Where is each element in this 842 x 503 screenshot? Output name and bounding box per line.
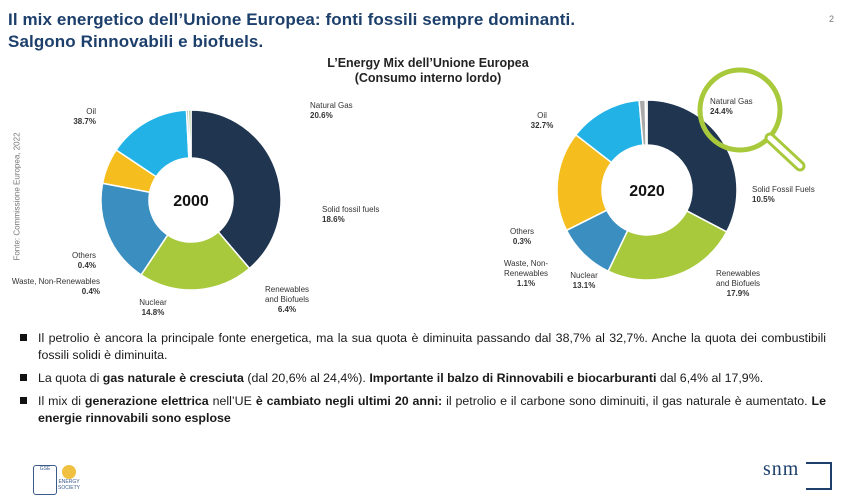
bullet-2-text-c: dal 6,4% al 17,9%. [656,371,764,385]
slide-title-line2: Salgono Rinnovabili e biofuels. [8,32,264,51]
bullet-2-text-b: (dal 20,6% al 24,4%). [243,371,370,385]
value-label: 6.4% [278,305,296,314]
bullet-item-3: Il mix di generazione elettrica nell’UE … [18,393,826,427]
value-label: 13.1% [573,281,596,290]
energy-society-logo-mark [62,465,76,479]
page-number: 2 [828,14,834,24]
category-label: Renewables and Biofuels [265,285,309,304]
magnifier-icon [697,67,806,172]
value-label: 1.1% [517,279,535,288]
bullet-2-bold-b: Importante il balzo di Rinnovabili e bio… [369,371,657,385]
category-label: Solid Fossil Fuels [752,185,815,194]
bullet-2-text-a: La quota di [38,371,103,385]
bullet-1-text: Il petrolio è ancora la principale fonte… [38,331,826,362]
bullet-item-1: Il petrolio è ancora la principale fonte… [18,330,826,364]
brand-logo-mark [806,462,832,490]
bullet-3-bold-a: generazione elettrica [84,394,209,408]
magnifier-handle-inner [767,135,803,169]
value-label: 20.6% [310,111,333,120]
energy-society-logo-text: ENERGY SOCIETY [58,479,80,491]
chart-header: L’Energy Mix dell’Unione Europea (Consum… [300,56,556,86]
category-label: Nuclear [139,298,167,307]
slide-title-line1: Il mix energetico dell’Unione Europea: f… [8,10,576,29]
value-label: 17.9% [727,289,750,298]
bullet-2-bold-a: gas naturale è cresciuta [102,371,244,385]
value-label: 32.7% [531,121,554,130]
category-label: Waste, Non-Renewables [12,277,100,286]
bullet-item-2: La quota di gas naturale è cresciuta (da… [18,370,826,387]
slice-others [644,99,648,146]
category-label: Oil [86,107,96,116]
category-label: Others [510,227,534,236]
slice-oil [646,99,738,233]
category-label: Renewables and Biofuels [716,269,760,288]
category-label: Nuclear [570,271,598,280]
chart-header-line1: L’Energy Mix dell’Unione Europea [327,56,529,70]
category-label: Waste, Non-Renewables [504,259,548,278]
bullet-list: Il petrolio è ancora la principale fonte… [18,330,826,433]
gse-logo: GSE [33,465,57,495]
value-label: 0.4% [82,287,100,296]
slice-oil [190,109,282,270]
category-label: Solid fossil fuels [322,205,379,214]
bullet-3-text-c: il petrolio e il carbone sono diminuiti,… [442,394,812,408]
slide-title: Il mix energetico dell’Unione Europea: f… [8,9,575,53]
value-label: 18.6% [322,215,345,224]
center-year-label: 2000 [173,193,209,210]
bullet-3-text-b: nell’UE [208,394,256,408]
category-label: Natural Gas [310,101,353,110]
value-label: 0.3% [513,237,531,246]
bullet-3-bold-c: Le energie rinnovabili sono esplose [38,394,827,425]
slice-natural-gas [607,209,728,281]
value-label: 14.8% [142,308,165,317]
value-label: 38.7% [73,117,96,126]
category-label: Others [72,251,96,260]
brand-logo: snm [763,458,800,480]
slice-others [187,109,192,159]
center-year-label: 2020 [629,183,665,200]
bullet-3-bold-b: è cambiato negli ultimi 20 anni: [255,394,443,408]
chart-header-line2: (Consumo interno lordo) [354,71,502,85]
category-label: Natural Gas [710,97,753,106]
value-label: 24.4% [710,107,733,116]
gse-logo-text: GSE [39,466,51,472]
magnifier-lens [697,67,783,153]
value-label: 0.4% [78,261,96,270]
bullet-3-text-a: Il mix di [38,394,85,408]
value-label: 10.5% [752,195,775,204]
energy-society-logo: ENERGY SOCIETY [58,465,80,493]
category-label: Oil [537,111,547,120]
